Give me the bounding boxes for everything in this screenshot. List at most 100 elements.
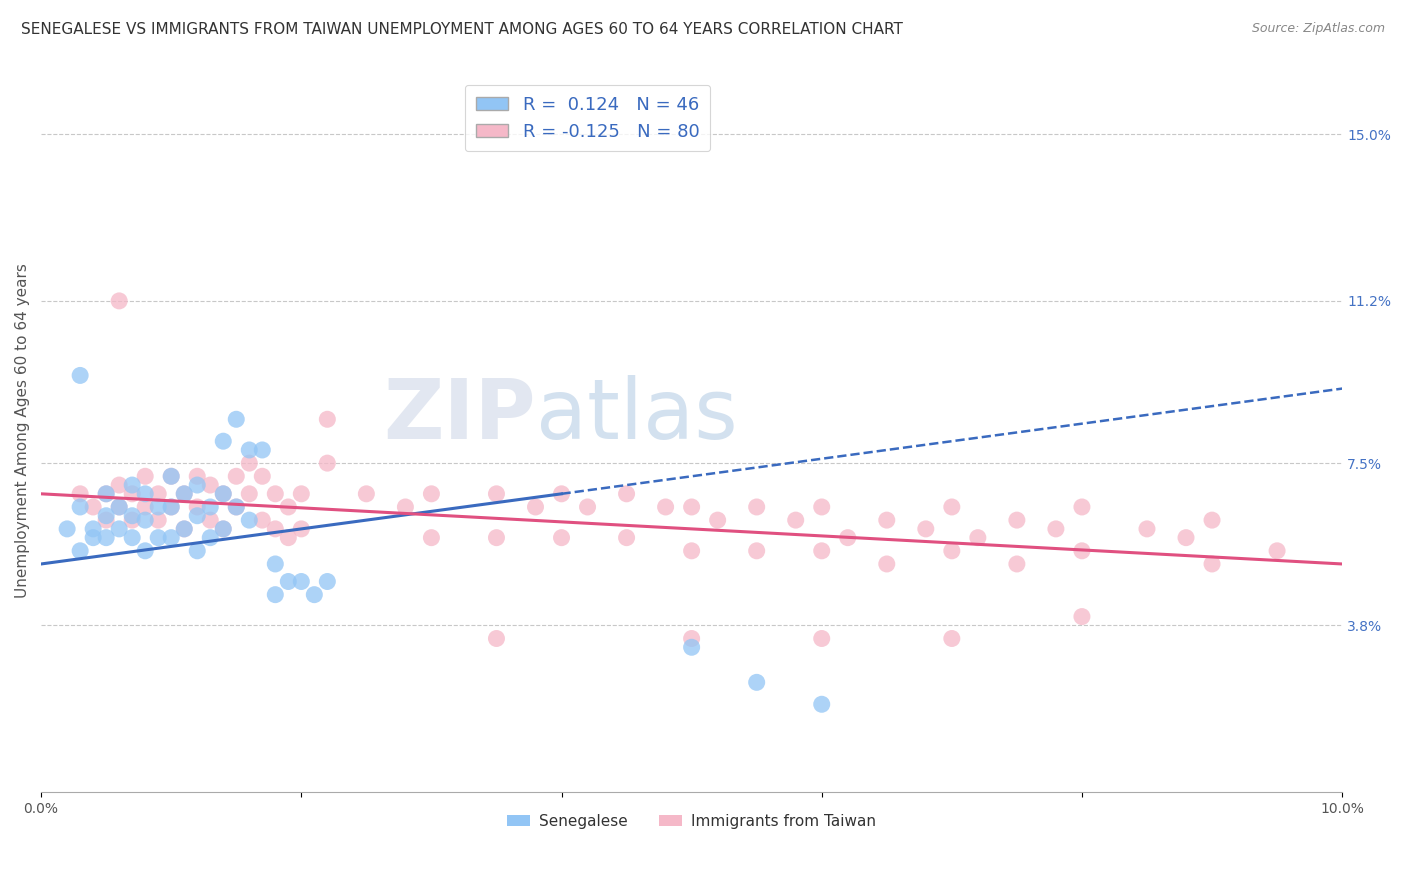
Point [134, 487, 156, 501]
Point [121, 531, 143, 545]
Point [186, 500, 208, 514]
Point [69, 487, 91, 501]
Point [1005, 557, 1028, 571]
Point [225, 500, 247, 514]
Point [238, 456, 260, 470]
Point [252, 442, 274, 457]
Point [225, 412, 247, 426]
Point [69, 544, 91, 558]
Point [148, 531, 170, 545]
Point [238, 513, 260, 527]
Point [290, 487, 312, 501]
Point [134, 544, 156, 558]
Point [121, 478, 143, 492]
Point [173, 522, 195, 536]
Point [810, 632, 832, 646]
Point [485, 487, 508, 501]
Point [200, 513, 222, 527]
Point [148, 500, 170, 514]
Point [550, 487, 572, 501]
Point [108, 522, 131, 536]
Point [810, 698, 832, 712]
Point [200, 500, 222, 514]
Point [837, 531, 859, 545]
Point [173, 487, 195, 501]
Point [356, 487, 378, 501]
Point [252, 513, 274, 527]
Point [134, 513, 156, 527]
Point [134, 500, 156, 514]
Point [876, 557, 898, 571]
Point [966, 531, 988, 545]
Point [420, 531, 443, 545]
Point [212, 434, 235, 449]
Point [82, 531, 104, 545]
Point [238, 487, 260, 501]
Point [96, 513, 118, 527]
Point [1175, 531, 1198, 545]
Point [681, 632, 703, 646]
Point [160, 531, 183, 545]
Point [148, 513, 170, 527]
Point [264, 588, 287, 602]
Point [264, 487, 287, 501]
Point [82, 522, 104, 536]
Point [681, 500, 703, 514]
Point [576, 500, 599, 514]
Point [876, 513, 898, 527]
Point [186, 544, 208, 558]
Point [1045, 522, 1067, 536]
Point [616, 531, 638, 545]
Point [69, 500, 91, 514]
Point [681, 544, 703, 558]
Point [485, 632, 508, 646]
Point [96, 531, 118, 545]
Point [252, 469, 274, 483]
Point [277, 500, 299, 514]
Point [290, 574, 312, 589]
Point [160, 500, 183, 514]
Point [420, 487, 443, 501]
Point [941, 500, 963, 514]
Point [1201, 513, 1223, 527]
Point [173, 487, 195, 501]
Point [160, 500, 183, 514]
Point [745, 500, 768, 514]
Point [524, 500, 547, 514]
Point [550, 531, 572, 545]
Point [810, 500, 832, 514]
Point [56, 522, 79, 536]
Point [160, 469, 183, 483]
Point [785, 513, 807, 527]
Point [941, 544, 963, 558]
Text: atlas: atlas [536, 376, 737, 457]
Point [810, 544, 832, 558]
Point [96, 508, 118, 523]
Point [316, 412, 339, 426]
Point [148, 487, 170, 501]
Point [316, 574, 339, 589]
Point [1071, 544, 1094, 558]
Point [121, 513, 143, 527]
Point [160, 469, 183, 483]
Point [277, 574, 299, 589]
Point [96, 487, 118, 501]
Point [82, 500, 104, 514]
Point [212, 487, 235, 501]
Point [69, 368, 91, 383]
Point [121, 487, 143, 501]
Point [304, 588, 326, 602]
Text: ZIP: ZIP [382, 376, 536, 457]
Point [212, 522, 235, 536]
Point [96, 487, 118, 501]
Point [108, 478, 131, 492]
Point [1265, 544, 1288, 558]
Point [200, 531, 222, 545]
Text: Source: ZipAtlas.com: Source: ZipAtlas.com [1251, 22, 1385, 36]
Point [914, 522, 936, 536]
Point [316, 456, 339, 470]
Point [654, 500, 676, 514]
Point [173, 522, 195, 536]
Point [186, 508, 208, 523]
Y-axis label: Unemployment Among Ages 60 to 64 years: Unemployment Among Ages 60 to 64 years [15, 263, 30, 598]
